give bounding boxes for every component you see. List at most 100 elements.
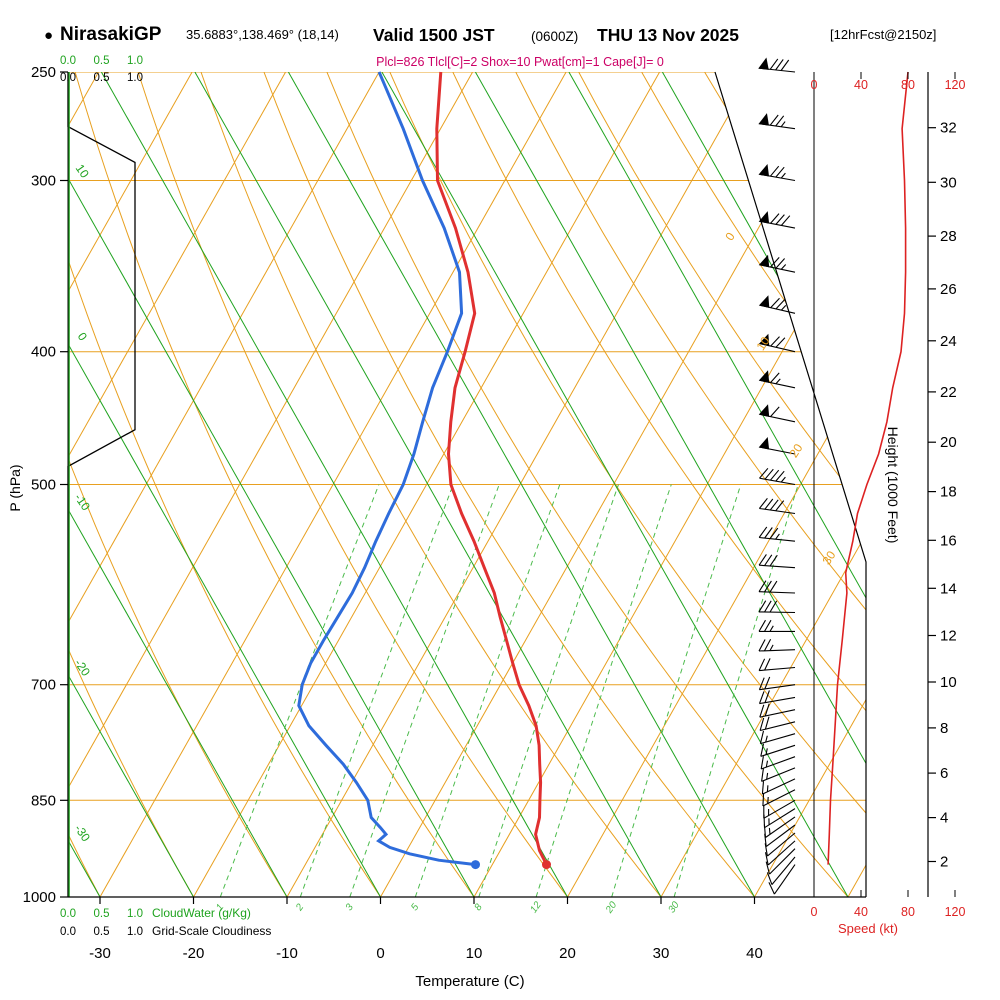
wind-barb-feather <box>764 527 773 539</box>
height-tick-label: 6 <box>940 765 948 782</box>
wind-barb-feather <box>769 114 779 126</box>
mixing-ratio-line <box>535 484 672 897</box>
temperature-tick-label: 30 <box>653 945 670 962</box>
wind-barb-feather <box>764 852 769 866</box>
wind-barb-feather <box>775 59 784 71</box>
wind-barb-staff <box>767 840 796 866</box>
wind-barb-feather <box>764 690 770 703</box>
wind-barb-feather <box>775 500 785 512</box>
pressure-tick-label: 250 <box>31 64 56 81</box>
wind-barb-feather <box>770 297 780 309</box>
saturation-line-label: -10 <box>72 491 94 514</box>
height-tick-label: 32 <box>940 120 957 137</box>
dry-adiabat-line <box>387 72 866 897</box>
pressure-tick-label: 500 <box>31 477 56 494</box>
cloudwater-scale-tick-label: 0.0 <box>60 55 76 67</box>
speed-tick-label-top: 0 <box>811 78 818 92</box>
height-tick-label: 22 <box>940 384 957 401</box>
dry-adiabat-line <box>450 72 866 897</box>
valid-date: THU 13 Nov 2025 <box>597 25 739 45</box>
isotherm-line <box>68 72 193 897</box>
cloudiness-scale-tick-label: 0.5 <box>94 72 110 84</box>
isotherm-label: 0 <box>722 230 738 243</box>
height-tick-label: 12 <box>940 628 957 645</box>
cloudwater-scale-tick-label: 1.0 <box>127 908 143 920</box>
isotherm-line <box>847 72 866 897</box>
temperature-tick-label: 0 <box>376 945 384 962</box>
wind-barb-feather <box>780 59 790 71</box>
wind-barb-flag <box>758 295 770 308</box>
saturation-line-label: -30 <box>72 822 94 845</box>
saturation-adiabat-line <box>287 72 755 897</box>
mixing-ratio-line <box>299 484 454 897</box>
saturation-adiabat-line <box>68 72 288 897</box>
wind-barb-feather <box>764 498 774 510</box>
wind-barb-feather <box>762 792 765 807</box>
speed-tick-label-bottom: 40 <box>854 905 868 919</box>
wind-barb-flag <box>758 163 770 177</box>
saturation-adiabat-line <box>474 72 866 897</box>
mixing-ratio-label: 20 <box>603 899 619 916</box>
pressure-tick-label: 300 <box>31 173 56 190</box>
wind-barb-staff <box>759 696 796 705</box>
dry-adiabat-line <box>701 72 866 897</box>
valid-time: Valid 1500 JST <box>373 25 495 45</box>
station-coordinates: 35.6883°,138.469° (18,14) <box>186 27 339 42</box>
wind-barb-staff <box>765 816 796 838</box>
station-name: NirasakiGP <box>60 24 162 45</box>
wind-barb-feather <box>764 658 771 671</box>
speed-tick-label-top: 80 <box>901 78 915 92</box>
mixing-ratio-line <box>673 484 799 897</box>
dry-adiabat-line <box>68 72 288 897</box>
wind-barb-feather <box>769 527 779 539</box>
plot-right-boundary <box>714 71 867 897</box>
cloudwater-scale-label: CloudWater (g/Kg) <box>152 906 251 920</box>
wind-barb-half <box>766 785 769 792</box>
isotherm-line <box>68 72 380 897</box>
mixing-ratio-label: 2 <box>294 902 307 914</box>
valid-time-utc: (0600Z) <box>531 29 578 44</box>
speed-tick-label-top: 120 <box>945 78 966 92</box>
temperature-tick-label: -30 <box>89 945 111 962</box>
surface-temperature-dot <box>542 860 551 870</box>
wind-barb-feather <box>758 639 766 652</box>
wind-barb-feather <box>764 716 770 730</box>
speed-axis-title: Speed (kt) <box>838 921 898 936</box>
height-tick-label: 26 <box>940 281 957 298</box>
height-tick-label: 8 <box>940 720 948 737</box>
cloudiness-scale-tick-label: 1.0 <box>127 72 143 84</box>
wind-barb-half <box>768 827 771 835</box>
wind-barb-feather <box>775 214 785 225</box>
wind-barb-feather <box>764 468 774 480</box>
wind-barb-feather <box>764 619 772 632</box>
isotherm-line <box>68 72 474 897</box>
wind-barb-half <box>780 172 786 179</box>
wind-barb-staff <box>758 611 796 614</box>
height-tick-label: 24 <box>940 333 957 350</box>
saturation-adiabat-line <box>194 72 662 897</box>
wind-barb-staff <box>773 864 796 895</box>
cloudwater-scale-tick-label: 0.0 <box>60 908 76 920</box>
cloudiness-scale-tick-label: 1.0 <box>127 926 143 938</box>
temperature-curve <box>435 71 548 866</box>
wind-barb-feather <box>759 467 769 479</box>
wind-barb-half <box>780 264 787 270</box>
saturation-adiabat-line <box>661 72 866 897</box>
wind-barb-feather <box>770 257 780 268</box>
dry-adiabat-line <box>68 72 194 897</box>
isotherm-label: 30 <box>820 548 839 567</box>
saturation-adiabat-line <box>68 72 475 897</box>
wind-barb-half <box>780 121 786 128</box>
wind-speed-curve <box>827 71 909 865</box>
wind-barb-feather <box>768 882 775 895</box>
cloudiness-scale-tick-label: 0.0 <box>60 926 76 938</box>
wind-barb-feather <box>769 58 779 70</box>
forecast-tag: [12hrFcst@2150z] <box>830 27 936 42</box>
saturation-line-label: -20 <box>72 656 94 679</box>
speed-tick-label-bottom: 0 <box>811 905 818 919</box>
mixing-ratio-label: 8 <box>473 902 485 913</box>
wind-barb-feather <box>760 756 764 770</box>
wind-barb-flag <box>758 57 769 70</box>
wind-barb-feather <box>764 580 772 593</box>
dry-adiabat-line <box>68 72 381 897</box>
